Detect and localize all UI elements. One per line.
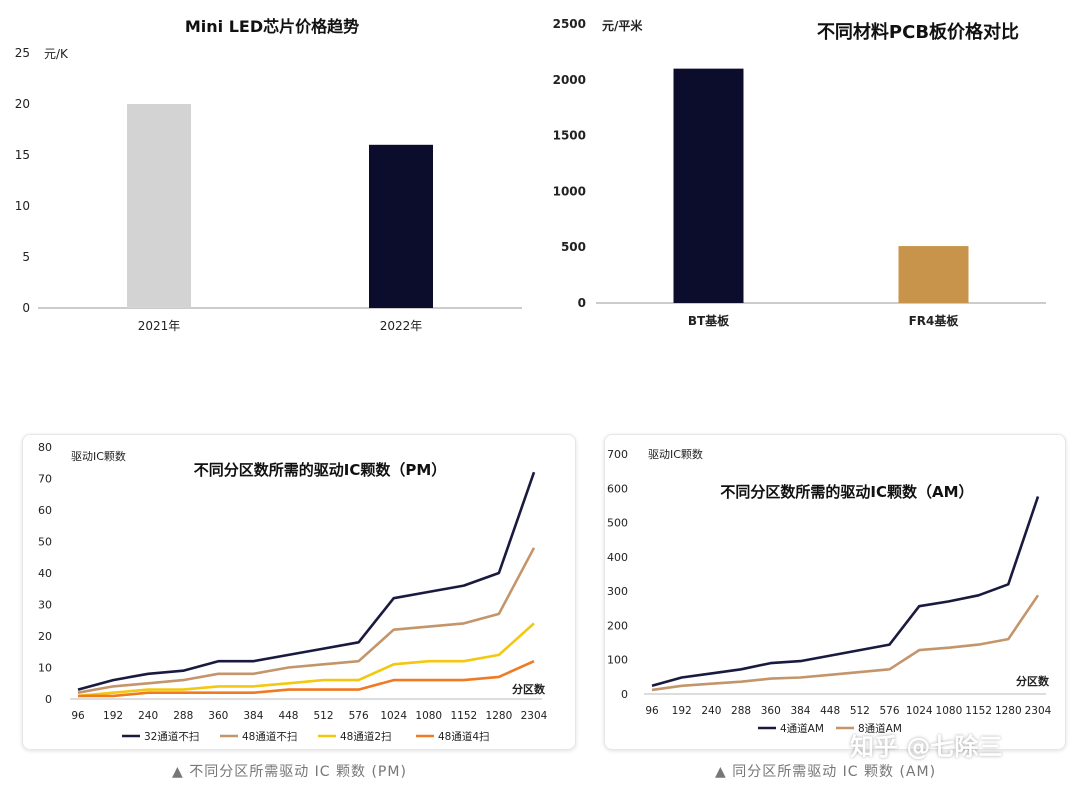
y-tick-label-6: 600 (607, 482, 628, 495)
y-tick-label-7: 700 (607, 448, 628, 461)
y-tick-label-3: 1500 (553, 129, 586, 143)
legend-label-1: 48通道不扫 (242, 730, 297, 743)
bar-1 (898, 246, 969, 303)
x-tick-label-0: 2021年 (138, 319, 181, 333)
y-tick-label-5: 50 (38, 536, 52, 549)
y-tick-label-1: 500 (561, 240, 586, 254)
x-tick-label-1: 192 (672, 705, 692, 717)
x-tick-label-4: 360 (208, 710, 228, 722)
series-line-2 (77, 622, 535, 698)
x-tick-label-10: 1080 (415, 710, 442, 722)
x-tick-label-0: BT基板 (688, 313, 730, 328)
pm-chart-caption: ▲ 不同分区所需驱动 IC 颗数 (PM) (172, 764, 407, 780)
series-line-1 (651, 594, 1040, 692)
chart-title: 不同分区数所需的驱动IC颗数（PM） (194, 461, 447, 479)
y-tick-label-1: 100 (607, 654, 628, 667)
x-axis-label: 分区数 (512, 682, 546, 696)
y-tick-label-2: 1000 (553, 184, 586, 198)
x-tick-label-8: 576 (880, 705, 900, 717)
y-tick-label-2: 20 (38, 630, 52, 643)
y-tick-label-3: 30 (38, 599, 52, 612)
y-tick-label-4: 2000 (553, 73, 586, 87)
zhihu-watermark: 知乎 @七除三 (850, 733, 1003, 761)
y-tick-label-3: 300 (607, 585, 628, 598)
x-tick-label-7: 512 (314, 710, 334, 722)
y-tick-label-2: 200 (607, 619, 628, 632)
x-tick-label-13: 2304 (521, 710, 548, 722)
x-tick-label-3: 288 (731, 705, 751, 717)
x-tick-label-5: 384 (790, 705, 810, 717)
y-tick-label-0: 0 (621, 688, 628, 701)
series-line-1 (77, 547, 536, 694)
x-axis-label: 分区数 (1016, 674, 1050, 688)
x-tick-label-1: 192 (103, 710, 123, 722)
x-tick-label-0: 96 (71, 710, 85, 722)
y-tick-label-3: 15 (15, 148, 30, 162)
x-tick-label-9: 1024 (906, 705, 933, 717)
legend-label-0: 32通道不扫 (144, 730, 199, 743)
x-tick-label-2: 240 (701, 705, 721, 717)
y-tick-label-7: 70 (38, 473, 52, 486)
x-tick-label-6: 448 (278, 710, 298, 722)
y-axis-label: 驱动IC颗数 (71, 450, 126, 463)
y-axis-unit-label: 元/K (44, 47, 69, 61)
x-tick-label-3: 288 (173, 710, 193, 722)
am-chart-caption: ▲ 同分区所需驱动 IC 颗数 (AM) (715, 764, 937, 780)
pcb-price-bar-chart: 不同材料PCB板价格对比 元/平米 0 500 1000 1500 2000 2500 BT基板… (553, 17, 1046, 328)
x-tick-label-1: FR4基板 (909, 313, 960, 328)
y-axis-unit-label: 元/平米 (602, 18, 643, 33)
x-tick-label-9: 1024 (380, 710, 407, 722)
x-tick-label-5: 384 (243, 710, 263, 722)
y-tick-label-0: 0 (578, 296, 586, 310)
legend-label-3: 48通道4扫 (438, 730, 490, 743)
y-tick-label-5: 2500 (553, 17, 586, 31)
bar-0 (127, 104, 191, 308)
bar-1 (369, 144, 433, 308)
series-line-3 (78, 660, 535, 698)
y-tick-label-0: 0 (22, 301, 30, 315)
x-tick-label-8: 576 (349, 710, 369, 722)
x-tick-label-12: 1280 (486, 710, 513, 722)
y-axis-label: 驱动IC颗数 (648, 448, 703, 461)
chart-title: 不同材料PCB板价格对比 (817, 21, 1019, 43)
legend-label-2: 48通道2扫 (340, 730, 392, 743)
legend-label-0: 4通道AM (780, 722, 824, 735)
pm-chart-panel (22, 434, 576, 750)
y-tick-label-2: 10 (15, 199, 30, 213)
bar-0 (673, 68, 744, 303)
y-tick-label-5: 500 (607, 517, 628, 530)
chart-title: Mini LED芯片价格趋势 (185, 17, 359, 36)
series-line-0 (77, 471, 536, 691)
x-tick-label-11: 1152 (450, 710, 477, 722)
y-tick-label-4: 20 (15, 97, 30, 111)
x-tick-label-1: 2022年 (380, 319, 423, 333)
y-tick-label-8: 80 (38, 441, 52, 454)
x-tick-label-6: 448 (820, 705, 840, 717)
y-tick-label-0: 0 (45, 693, 52, 706)
y-tick-label-1: 5 (22, 250, 30, 264)
y-tick-label-6: 60 (38, 504, 52, 517)
legend-label-1: 8通道AM (858, 722, 902, 735)
y-tick-label-4: 40 (38, 567, 52, 580)
x-tick-label-11: 1152 (965, 705, 992, 717)
series-line-0 (651, 496, 1040, 688)
y-tick-label-5: 25 (15, 46, 30, 60)
x-tick-label-13: 2304 (1025, 705, 1052, 717)
x-tick-label-12: 1280 (995, 705, 1022, 717)
x-tick-label-2: 240 (138, 710, 158, 722)
x-tick-label-4: 360 (761, 705, 781, 717)
y-tick-label-1: 10 (38, 662, 52, 675)
x-tick-label-10: 1080 (936, 705, 963, 717)
chart-title: 不同分区数所需的驱动IC颗数（AM） (720, 483, 973, 501)
x-tick-label-0: 96 (645, 705, 659, 717)
x-tick-label-7: 512 (850, 705, 870, 717)
y-tick-label-4: 400 (607, 551, 628, 564)
